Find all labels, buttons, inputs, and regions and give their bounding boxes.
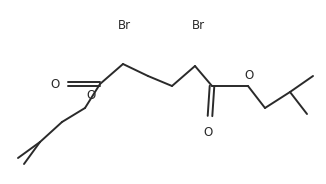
Text: O: O xyxy=(244,69,254,82)
Text: O: O xyxy=(86,89,96,102)
Text: O: O xyxy=(203,126,213,139)
Text: Br: Br xyxy=(192,19,205,32)
Text: O: O xyxy=(51,77,60,91)
Text: Br: Br xyxy=(118,19,131,32)
